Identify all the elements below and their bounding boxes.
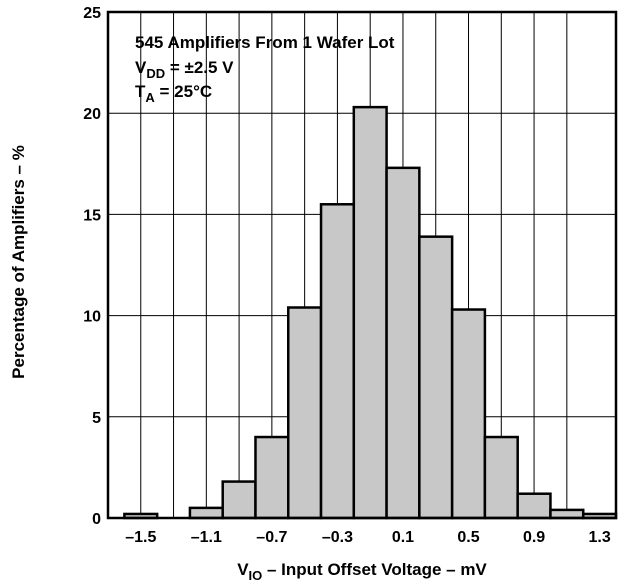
annotation-count: 545 Amplifiers From 1 Wafer Lot (135, 33, 395, 52)
y-axis-title: Percentage of Amplifiers – % (9, 145, 28, 379)
y-tick-label: 10 (83, 309, 101, 326)
tick-labels: 0 5 10 15 20 25 –1.5 –1.1 –0.7 –0.3 0.1 0.5 0.9 1.3 (83, 5, 611, 546)
y-tick-label: 25 (83, 5, 101, 22)
x-axis-title-subscript: IO (249, 568, 263, 583)
x-tick-label: 0.1 (392, 529, 414, 546)
histogram-bar (418, 235, 454, 520)
x-tick-label: 0.9 (523, 529, 545, 546)
histogram-bar (450, 308, 487, 520)
x-tick-label: –1.5 (125, 529, 156, 546)
annotation-temperature-symbol: T (135, 82, 146, 101)
annotation-temperature-subscript: A (145, 90, 155, 105)
histogram-bar (221, 480, 257, 520)
histogram-bar (516, 492, 552, 520)
annotation-supply: VDD = ±2.5 V (135, 58, 234, 81)
histogram-bar (319, 203, 356, 520)
x-axis-title-symbol: V (237, 560, 249, 579)
annotation-temperature: TA = 25°C (135, 82, 212, 105)
x-tick-label: –0.3 (322, 529, 353, 546)
histogram-bar (483, 435, 519, 520)
plot-frame (106, 10, 618, 520)
histogram-bar (287, 306, 323, 520)
x-tick-label: –1.1 (191, 529, 222, 546)
annotation-supply-subscript: DD (146, 66, 165, 81)
x-axis-title: VIO – Input Offset Voltage – mV (237, 560, 487, 583)
y-tick-label: 15 (83, 207, 101, 224)
x-tick-label: 1.3 (588, 529, 610, 546)
annotation-supply-text: = ±2.5 V (165, 58, 234, 77)
x-tick-label: –0.7 (256, 529, 287, 546)
annotation-supply-symbol: V (135, 58, 147, 77)
y-tick-label: 0 (92, 511, 101, 528)
y-tick-label: 20 (83, 106, 101, 123)
histogram-bar (352, 105, 388, 520)
histogram-bar (254, 435, 290, 520)
x-tick-label: 0.5 (457, 529, 479, 546)
histogram-bar (188, 506, 224, 520)
histogram-bar (385, 166, 421, 520)
annotation-temperature-text: = 25°C (155, 82, 212, 101)
x-axis-title-text: – Input Offset Voltage – mV (262, 560, 487, 579)
bars (123, 105, 618, 520)
y-tick-label: 5 (92, 410, 101, 427)
